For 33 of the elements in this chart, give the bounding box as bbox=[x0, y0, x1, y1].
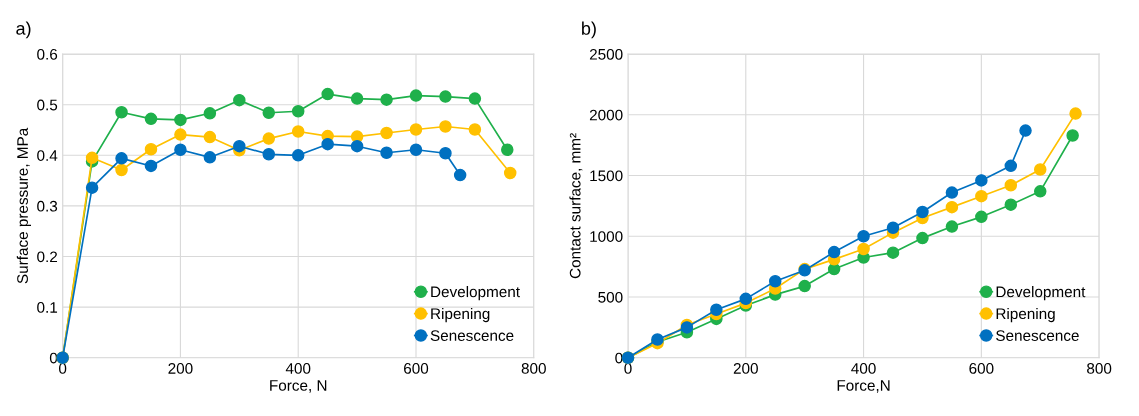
x-axis-title: Force, N bbox=[270, 380, 327, 393]
y-tick-label: 2000 bbox=[589, 109, 623, 121]
y-tick-label: 0.5 bbox=[37, 99, 58, 111]
y-tick-label: 500 bbox=[598, 291, 623, 303]
y-tick-label: 1500 bbox=[590, 170, 623, 182]
y-tick-label: 1000 bbox=[590, 231, 623, 242]
x-tick-label: 200 bbox=[168, 363, 193, 374]
legend-label: Senescence bbox=[996, 330, 1079, 341]
legend-label: Ripening bbox=[996, 307, 1055, 323]
y-tick-label: 0.1 bbox=[37, 302, 58, 313]
x-tick-label: 200 bbox=[733, 363, 758, 374]
x-tick-label: 800 bbox=[1087, 363, 1112, 374]
x-tick-label: 400 bbox=[285, 363, 311, 374]
y-tick-label: 0.6 bbox=[37, 48, 58, 60]
x-tick-label: 400 bbox=[851, 363, 876, 374]
legend-label: Senescence bbox=[430, 330, 514, 341]
y-tick-label: 2500 bbox=[589, 48, 623, 60]
y-tick-label: 0.4 bbox=[37, 150, 58, 161]
y-tick-label: 0 bbox=[49, 352, 58, 364]
x-tick-label: 600 bbox=[969, 363, 994, 374]
chart-title: a) bbox=[16, 21, 31, 39]
legend-label: Development bbox=[431, 286, 520, 301]
y-tick-label: 0 bbox=[615, 352, 623, 364]
y-axis-title: Surface pressure, MPa bbox=[16, 127, 31, 284]
x-tick-label: 800 bbox=[521, 363, 546, 374]
x-axis-title: Force,N bbox=[837, 380, 890, 393]
y-axis-title: Contact surface, mm² bbox=[569, 133, 583, 279]
chart-title: b) bbox=[582, 21, 596, 39]
x-tick-label: 600 bbox=[404, 363, 429, 374]
legend-label: Ripening bbox=[431, 307, 490, 323]
legend-label: Development bbox=[996, 286, 1086, 301]
y-tick-label: 0.3 bbox=[37, 200, 58, 212]
y-tick-label: 0.2 bbox=[37, 251, 58, 263]
